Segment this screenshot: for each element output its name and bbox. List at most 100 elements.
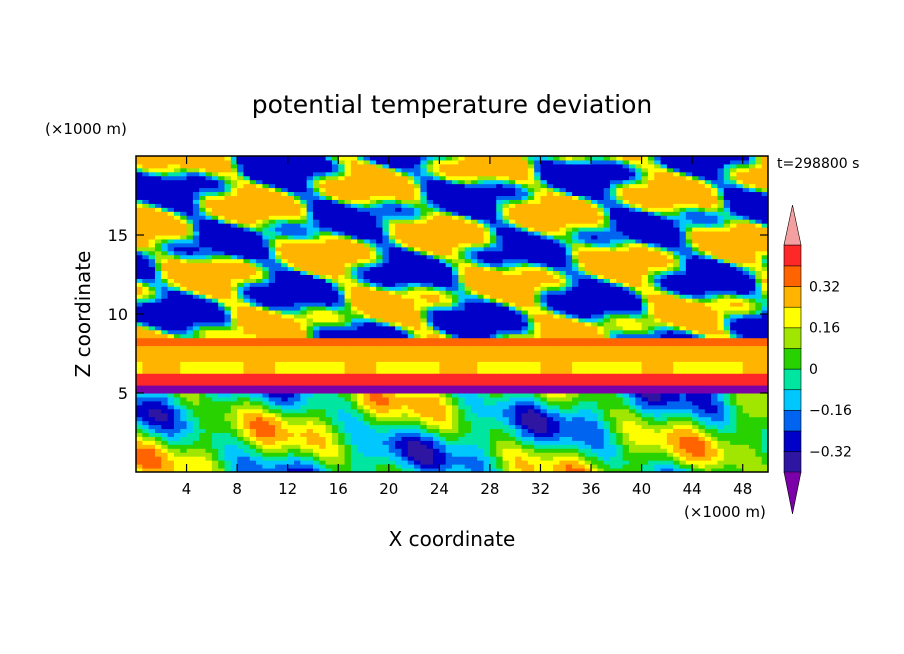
heatmap-cell (673, 325, 681, 331)
heatmap-cell (761, 361, 768, 366)
heatmap-cell (749, 452, 756, 457)
heatmap-cell (237, 420, 244, 426)
heatmap-cell (521, 444, 529, 449)
heatmap-cell (711, 393, 718, 398)
heatmap-cell (527, 412, 535, 418)
heatmap-cell (426, 314, 434, 319)
heatmap-cell (666, 373, 674, 378)
heatmap-cell (192, 365, 200, 370)
heatmap-cell (350, 400, 358, 406)
heatmap-cell (312, 341, 320, 347)
heatmap-cell (717, 306, 725, 311)
heatmap-cell (502, 424, 510, 430)
heatmap-cell (521, 306, 529, 311)
heatmap-cell (211, 314, 219, 319)
heatmap-cell (331, 436, 339, 441)
heatmap-cell (711, 369, 718, 374)
heatmap-cell (717, 389, 725, 394)
heatmap-cell (458, 325, 466, 331)
heatmap-cell (414, 420, 421, 426)
heatmap-cell (515, 373, 523, 378)
heatmap-cell (489, 345, 497, 351)
heatmap-cell (224, 408, 232, 414)
heatmap-cell (306, 420, 314, 426)
heatmap-cell (363, 428, 371, 433)
heatmap-cell (584, 456, 592, 461)
heatmap-cell (736, 436, 744, 441)
heatmap-cell (578, 357, 586, 362)
heatmap-cell (136, 448, 143, 453)
heatmap-cell (647, 432, 655, 437)
heatmap-cell (489, 456, 497, 461)
heatmap-cell (407, 306, 415, 311)
heatmap-cell (161, 314, 169, 319)
heatmap-cell (679, 448, 687, 453)
heatmap-cell (654, 444, 662, 449)
heatmap-cell (698, 349, 706, 354)
heatmap-cell (369, 444, 377, 449)
heatmap-cell (452, 274, 459, 279)
heatmap-cell (382, 306, 390, 311)
heatmap-cell (148, 349, 156, 354)
heatmap-cell (186, 468, 194, 472)
heatmap-cell (180, 278, 188, 283)
heatmap-cell (161, 369, 169, 374)
heatmap-cell (395, 456, 402, 461)
heatmap-cell (717, 456, 725, 461)
heatmap-cell (300, 424, 308, 430)
heatmap-cell (237, 337, 244, 343)
heatmap-cell (414, 306, 421, 311)
heatmap-cell (717, 432, 725, 437)
heatmap-cell (477, 306, 485, 311)
heatmap-cell (319, 428, 327, 433)
heatmap-cell (268, 365, 276, 370)
heatmap-cell (237, 353, 244, 358)
heatmap-cell (344, 468, 352, 472)
heatmap-cell (395, 468, 402, 472)
heatmap-cell (666, 337, 674, 343)
heatmap-cell (679, 400, 687, 406)
heatmap-cell (622, 436, 630, 441)
heatmap-cell (350, 321, 358, 327)
heatmap-cell (679, 393, 687, 398)
heatmap-cell (610, 310, 617, 315)
heatmap-cell (755, 408, 763, 414)
heatmap-cell (180, 357, 188, 362)
heatmap-cell (136, 444, 143, 449)
heatmap-cell (717, 337, 725, 343)
heatmap-cell (673, 365, 681, 370)
heatmap-cell (654, 321, 662, 327)
heatmap-cell (287, 373, 295, 378)
heatmap-cell (584, 408, 592, 414)
heatmap-cell (205, 325, 213, 331)
heatmap-cell (312, 373, 320, 378)
heatmap-cell (357, 357, 365, 362)
heatmap-cell (325, 436, 333, 441)
heatmap-cell (736, 393, 744, 398)
heatmap-cell (180, 456, 188, 461)
heatmap-cell (439, 337, 447, 343)
heatmap-cell (540, 468, 548, 472)
heatmap-cell (186, 393, 194, 398)
heatmap-cell (685, 464, 693, 469)
heatmap-cell (369, 337, 377, 343)
heatmap-cell (312, 464, 320, 469)
heatmap-cell (262, 393, 270, 398)
heatmap-cell (521, 389, 529, 394)
heatmap-cell (616, 302, 624, 307)
heatmap-cell (180, 298, 188, 303)
heatmap-cell (395, 393, 402, 398)
heatmap-cell (376, 408, 383, 414)
heatmap-cell (515, 302, 523, 307)
heatmap-cell (496, 440, 504, 445)
heatmap-cell (692, 329, 699, 335)
heatmap-cell (603, 377, 611, 382)
heatmap-cell (319, 361, 327, 366)
heatmap-cell (736, 325, 744, 331)
heatmap-cell (243, 416, 251, 422)
heatmap-cell (685, 349, 693, 354)
heatmap-cell (350, 345, 358, 351)
heatmap-cell (470, 345, 478, 351)
heatmap-cell (521, 341, 529, 347)
heatmap-cell (717, 424, 725, 430)
